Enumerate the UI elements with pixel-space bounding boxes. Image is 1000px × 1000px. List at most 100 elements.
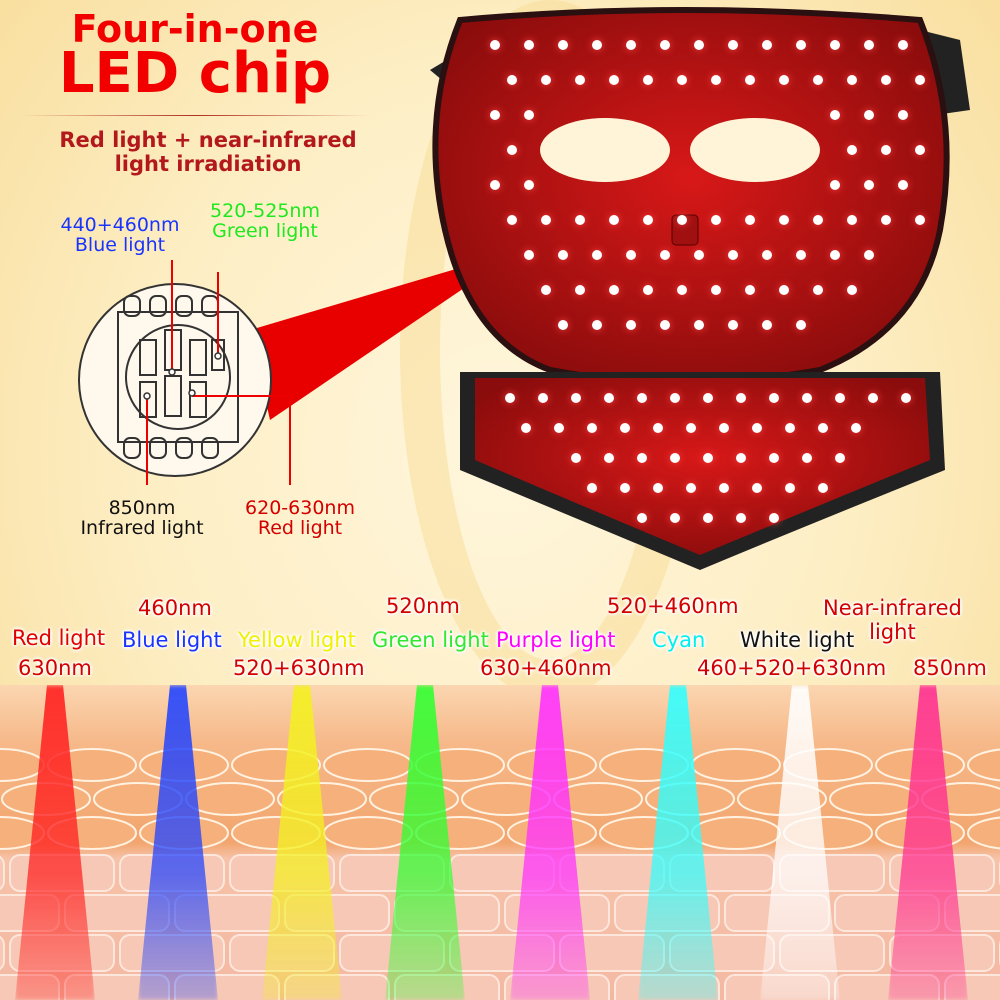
led-dot bbox=[864, 110, 874, 120]
skin-cell bbox=[185, 782, 275, 816]
led-chip-diagram bbox=[78, 250, 520, 485]
led-dot bbox=[728, 250, 738, 260]
led-dot bbox=[507, 75, 517, 85]
mode-nir-name: Near-infrared light bbox=[823, 596, 962, 644]
chip-magnifier-circle bbox=[78, 283, 272, 477]
led-dot bbox=[703, 393, 713, 403]
led-dot bbox=[703, 453, 713, 463]
led-dot bbox=[769, 513, 779, 523]
led-dot bbox=[868, 393, 878, 403]
led-dot bbox=[653, 483, 663, 493]
subtitle-line1: Red light + near-infrared bbox=[59, 128, 357, 152]
led-dot bbox=[490, 110, 500, 120]
led-dot bbox=[571, 393, 581, 403]
chip-blue-name: Blue light bbox=[74, 234, 166, 256]
led-dot bbox=[637, 393, 647, 403]
led-dot bbox=[745, 75, 755, 85]
led-dot bbox=[915, 145, 925, 155]
led-dot bbox=[604, 453, 614, 463]
led-dot bbox=[835, 453, 845, 463]
led-dot bbox=[736, 513, 746, 523]
mode-red-wavelength: 630nm bbox=[18, 656, 92, 680]
led-dot bbox=[847, 145, 857, 155]
led-dot bbox=[694, 40, 704, 50]
led-dot bbox=[626, 250, 636, 260]
led-dot bbox=[626, 40, 636, 50]
led-dot bbox=[694, 320, 704, 330]
neck-band-panel bbox=[475, 378, 930, 555]
divider bbox=[20, 115, 370, 116]
led-dot bbox=[752, 483, 762, 493]
led-dot bbox=[779, 215, 789, 225]
led-dot bbox=[643, 215, 653, 225]
led-dot bbox=[670, 393, 680, 403]
skin-cell bbox=[0, 748, 45, 782]
led-dot bbox=[915, 75, 925, 85]
led-dot bbox=[745, 285, 755, 295]
chip-label-infrared: 850nm Infrared light bbox=[52, 498, 232, 538]
led-dot bbox=[677, 285, 687, 295]
led-dot bbox=[558, 320, 568, 330]
mask-face-panel bbox=[432, 7, 950, 386]
led-dot bbox=[847, 285, 857, 295]
led-dot bbox=[813, 215, 823, 225]
led-dot bbox=[620, 483, 630, 493]
led-dot bbox=[802, 393, 812, 403]
mode-yellow-wavelength: 520+630nm bbox=[233, 656, 365, 680]
led-dot bbox=[835, 393, 845, 403]
mode-purple-name: Purple light bbox=[496, 628, 616, 652]
led-dot bbox=[653, 423, 663, 433]
skin-cell bbox=[967, 816, 1000, 850]
led-dot bbox=[637, 453, 647, 463]
led-dot bbox=[637, 513, 647, 523]
led-dot bbox=[818, 423, 828, 433]
led-dot bbox=[728, 40, 738, 50]
led-dot bbox=[643, 285, 653, 295]
led-dot bbox=[609, 285, 619, 295]
led-dot bbox=[660, 250, 670, 260]
led-dot bbox=[745, 215, 755, 225]
led-dot bbox=[847, 215, 857, 225]
led-dot bbox=[524, 180, 534, 190]
mode-cyan-wavelength: 520+460nm bbox=[607, 594, 739, 618]
skin-cell bbox=[829, 782, 919, 816]
led-dot bbox=[762, 320, 772, 330]
led-dot bbox=[490, 40, 500, 50]
led-dot bbox=[541, 75, 551, 85]
chip-red-wavelength: 620-630nm bbox=[245, 497, 355, 519]
led-dot bbox=[711, 285, 721, 295]
led-dot bbox=[881, 75, 891, 85]
led-dot bbox=[609, 215, 619, 225]
led-dot bbox=[898, 180, 908, 190]
led-dot bbox=[677, 215, 687, 225]
led-dot bbox=[813, 285, 823, 295]
led-dot bbox=[796, 40, 806, 50]
right-eye-hole bbox=[690, 118, 820, 182]
mode-nir-name-line2: light bbox=[869, 620, 916, 644]
led-dot bbox=[796, 250, 806, 260]
led-dot bbox=[592, 250, 602, 260]
led-dot bbox=[686, 483, 696, 493]
led-dot bbox=[660, 40, 670, 50]
skin-cell bbox=[967, 748, 1000, 782]
led-dot bbox=[898, 110, 908, 120]
dermis-cell bbox=[0, 935, 5, 971]
led-dot bbox=[604, 393, 614, 403]
led-dot bbox=[915, 215, 925, 225]
led-dot bbox=[507, 215, 517, 225]
led-dot bbox=[626, 320, 636, 330]
led-dot bbox=[762, 40, 772, 50]
led-dot bbox=[703, 513, 713, 523]
led-dot bbox=[711, 75, 721, 85]
led-dot bbox=[677, 75, 687, 85]
subtitle: Red light + near-infrared light irradiati… bbox=[0, 128, 416, 176]
led-dot bbox=[851, 423, 861, 433]
led-dot bbox=[507, 145, 517, 155]
led-dot bbox=[541, 285, 551, 295]
led-dot bbox=[575, 75, 585, 85]
led-dot bbox=[728, 320, 738, 330]
led-dot bbox=[719, 483, 729, 493]
led-dot bbox=[864, 250, 874, 260]
led-dot bbox=[830, 250, 840, 260]
led-dot bbox=[660, 320, 670, 330]
